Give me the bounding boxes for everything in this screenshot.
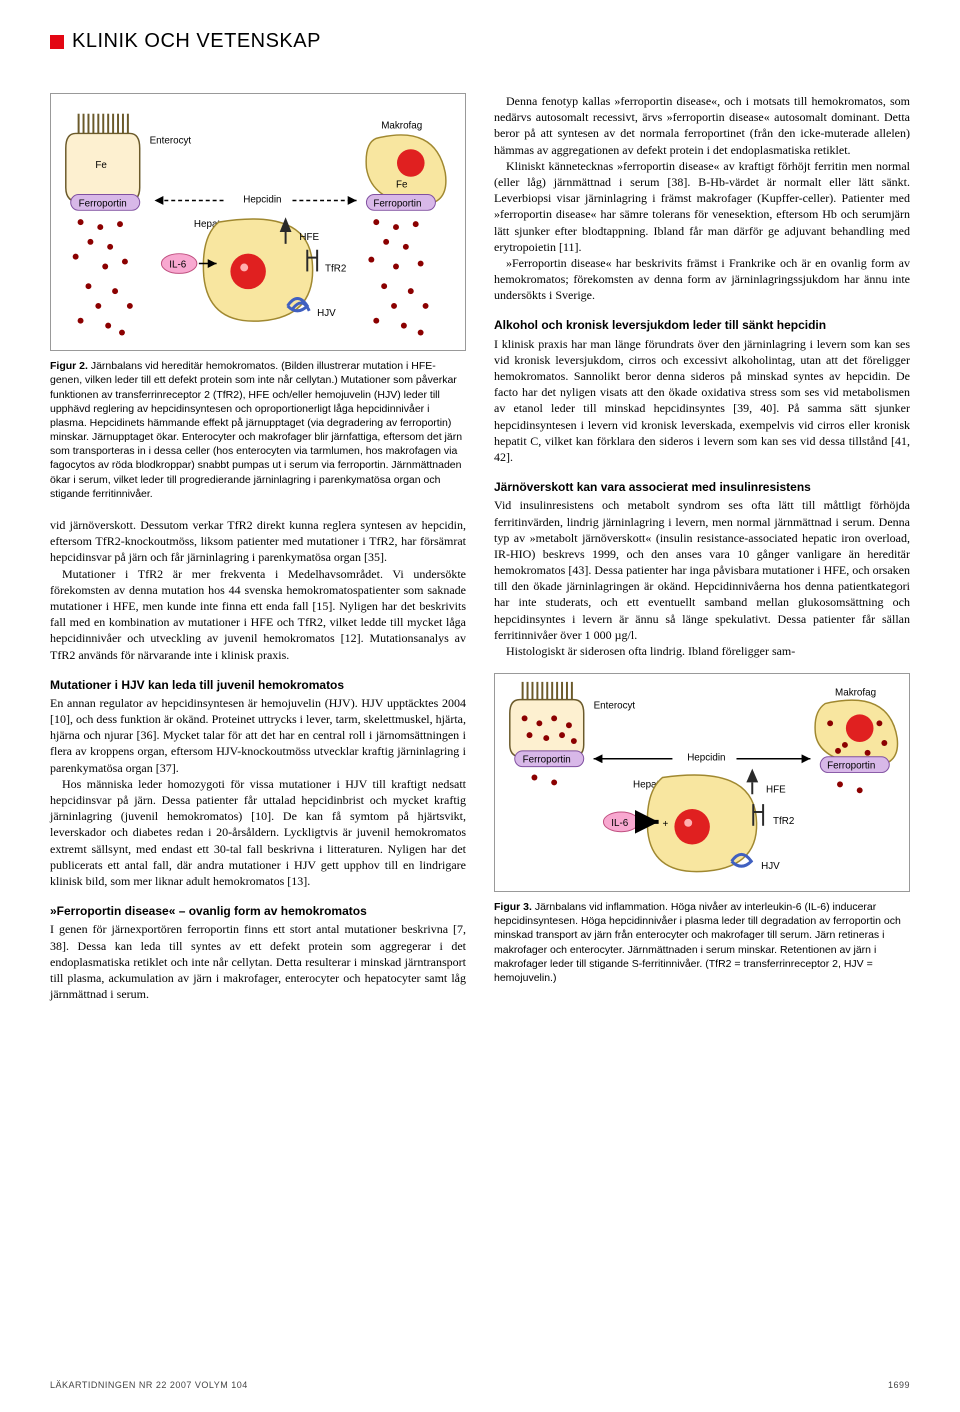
figure-3-caption: Figur 3. Järnbalans vid inflammation. Hö… <box>494 900 910 985</box>
fe-label-2: Fe <box>396 180 408 191</box>
col1-h1: Mutationer i HJV kan leda till juvenil h… <box>50 677 466 693</box>
fe-dots-plasma-left <box>531 775 557 786</box>
col2-h2: Järnöverskott kan vara associerat med in… <box>494 479 910 495</box>
figure-3-svg: Enterocyt Ferroportin Hepcidin <box>495 674 909 891</box>
col2-p4: I klinisk praxis har man länge förundrat… <box>494 336 910 466</box>
page-root: KLINIK OCH VETENSKAP <box>0 0 960 1412</box>
ferroportin-label-2: Ferroportin <box>373 198 421 209</box>
fe-dots-right <box>368 219 428 335</box>
content-columns: Enterocyt Fe Ferroportin Hepcidin <box>50 93 910 1002</box>
hepcidin-label-3: Hepcidin <box>687 753 725 764</box>
header-square-icon <box>50 35 64 49</box>
col1-p5: I genen för järnexportören ferroportin f… <box>50 921 466 1002</box>
makrofag-label: Makrofag <box>381 120 422 131</box>
header: KLINIK OCH VETENSKAP <box>50 30 910 53</box>
nucleus-highlight-icon <box>240 264 248 272</box>
hjv-label: HJV <box>317 308 336 319</box>
fe-dots-left <box>73 219 133 335</box>
hjv-label-3: HJV <box>761 861 780 872</box>
col2-p1: Denna fenotyp kallas »ferroportin diseas… <box>494 93 910 158</box>
nucleus-icon-3 <box>674 809 709 844</box>
enterocyt-icon-3 <box>510 682 584 758</box>
hfe-label: HFE <box>299 232 319 243</box>
enterocyt-label-3: Enterocyt <box>594 701 636 712</box>
il6-label: IL-6 <box>169 259 186 270</box>
makrofag-nucleus-3 <box>846 715 874 743</box>
figure-2-lead: Figur 2. <box>50 360 88 372</box>
col1-p4: Hos människa leder homozygoti för vissa … <box>50 776 466 889</box>
footer-right: 1699 <box>888 1380 910 1390</box>
figure-2-caption: Figur 2. Järnbalans vid hereditär hemokr… <box>50 359 466 501</box>
makrofag-label-3: Makrofag <box>835 688 876 699</box>
col1-body: vid järnöverskott. Dessutom verkar TfR2 … <box>50 517 466 1002</box>
figure-3-caption-text: Järnbalans vid inflammation. Höga nivåer… <box>494 901 901 984</box>
col1-p1: vid järnöverskott. Dessutom verkar TfR2 … <box>50 517 466 566</box>
ferroportin-label-3a: Ferroportin <box>523 755 571 766</box>
header-title: KLINIK OCH VETENSKAP <box>72 30 321 53</box>
col2-h1: Alkohol och kronisk leversjukdom leder t… <box>494 317 910 333</box>
nucleus-icon <box>230 254 265 289</box>
col2-p2: Kliniskt kännetecknas »ferroportin disea… <box>494 158 910 255</box>
makrofag-nucleus-icon <box>397 149 425 177</box>
col2-p6: Histologiskt är siderosen ofta lindrig. … <box>494 643 910 659</box>
hfe-icon-3 <box>746 769 758 795</box>
col1-h2: »Ferroportin disease« – ovanlig form av … <box>50 903 466 919</box>
figure-2-svg: Enterocyt Fe Ferroportin Hepcidin <box>51 94 465 350</box>
figure-2-box: Enterocyt Fe Ferroportin Hepcidin <box>50 93 466 351</box>
footer: LÄKARTIDNINGEN NR 22 2007 VOLYM 104 1699 <box>50 1380 910 1390</box>
column-left: Enterocyt Fe Ferroportin Hepcidin <box>50 93 466 1002</box>
nucleus-hl-3 <box>684 819 692 827</box>
tfr2-label-3: TfR2 <box>773 816 794 827</box>
col2-p5: Vid insulinresistens och metabolt syndro… <box>494 497 910 643</box>
ferroportin-label-1: Ferroportin <box>79 198 127 209</box>
col1-p2: Mutationer i TfR2 är mer frekventa i Med… <box>50 566 466 663</box>
ferroportin-label-3b: Ferroportin <box>827 761 875 772</box>
enterocyt-icon <box>66 114 140 203</box>
figure-3-lead: Figur 3. <box>494 901 532 913</box>
fe-label-1: Fe <box>95 160 107 171</box>
hepcidin-label: Hepcidin <box>243 194 281 205</box>
col1-p3: En annan regulator av hepcidinsyntesen ä… <box>50 695 466 776</box>
fe-dots-plasma-right <box>837 782 863 794</box>
figure-2-caption-text: Järnbalans vid hereditär hemokromatos. (… <box>50 360 462 500</box>
enterocyt-label: Enterocyt <box>150 135 192 146</box>
figure-3-box: Enterocyt Ferroportin Hepcidin <box>494 673 910 892</box>
col2-body: Denna fenotyp kallas »ferroportin diseas… <box>494 93 910 659</box>
column-right: Denna fenotyp kallas »ferroportin diseas… <box>494 93 910 1002</box>
il6-label-3: IL-6 <box>611 818 628 829</box>
plus-icon: + <box>663 819 669 830</box>
col2-p3: »Ferroportin disease« har beskrivits frä… <box>494 255 910 304</box>
tfr2-label: TfR2 <box>325 263 346 274</box>
footer-left: LÄKARTIDNINGEN NR 22 2007 VOLYM 104 <box>50 1380 248 1390</box>
hfe-label-3: HFE <box>766 784 786 795</box>
